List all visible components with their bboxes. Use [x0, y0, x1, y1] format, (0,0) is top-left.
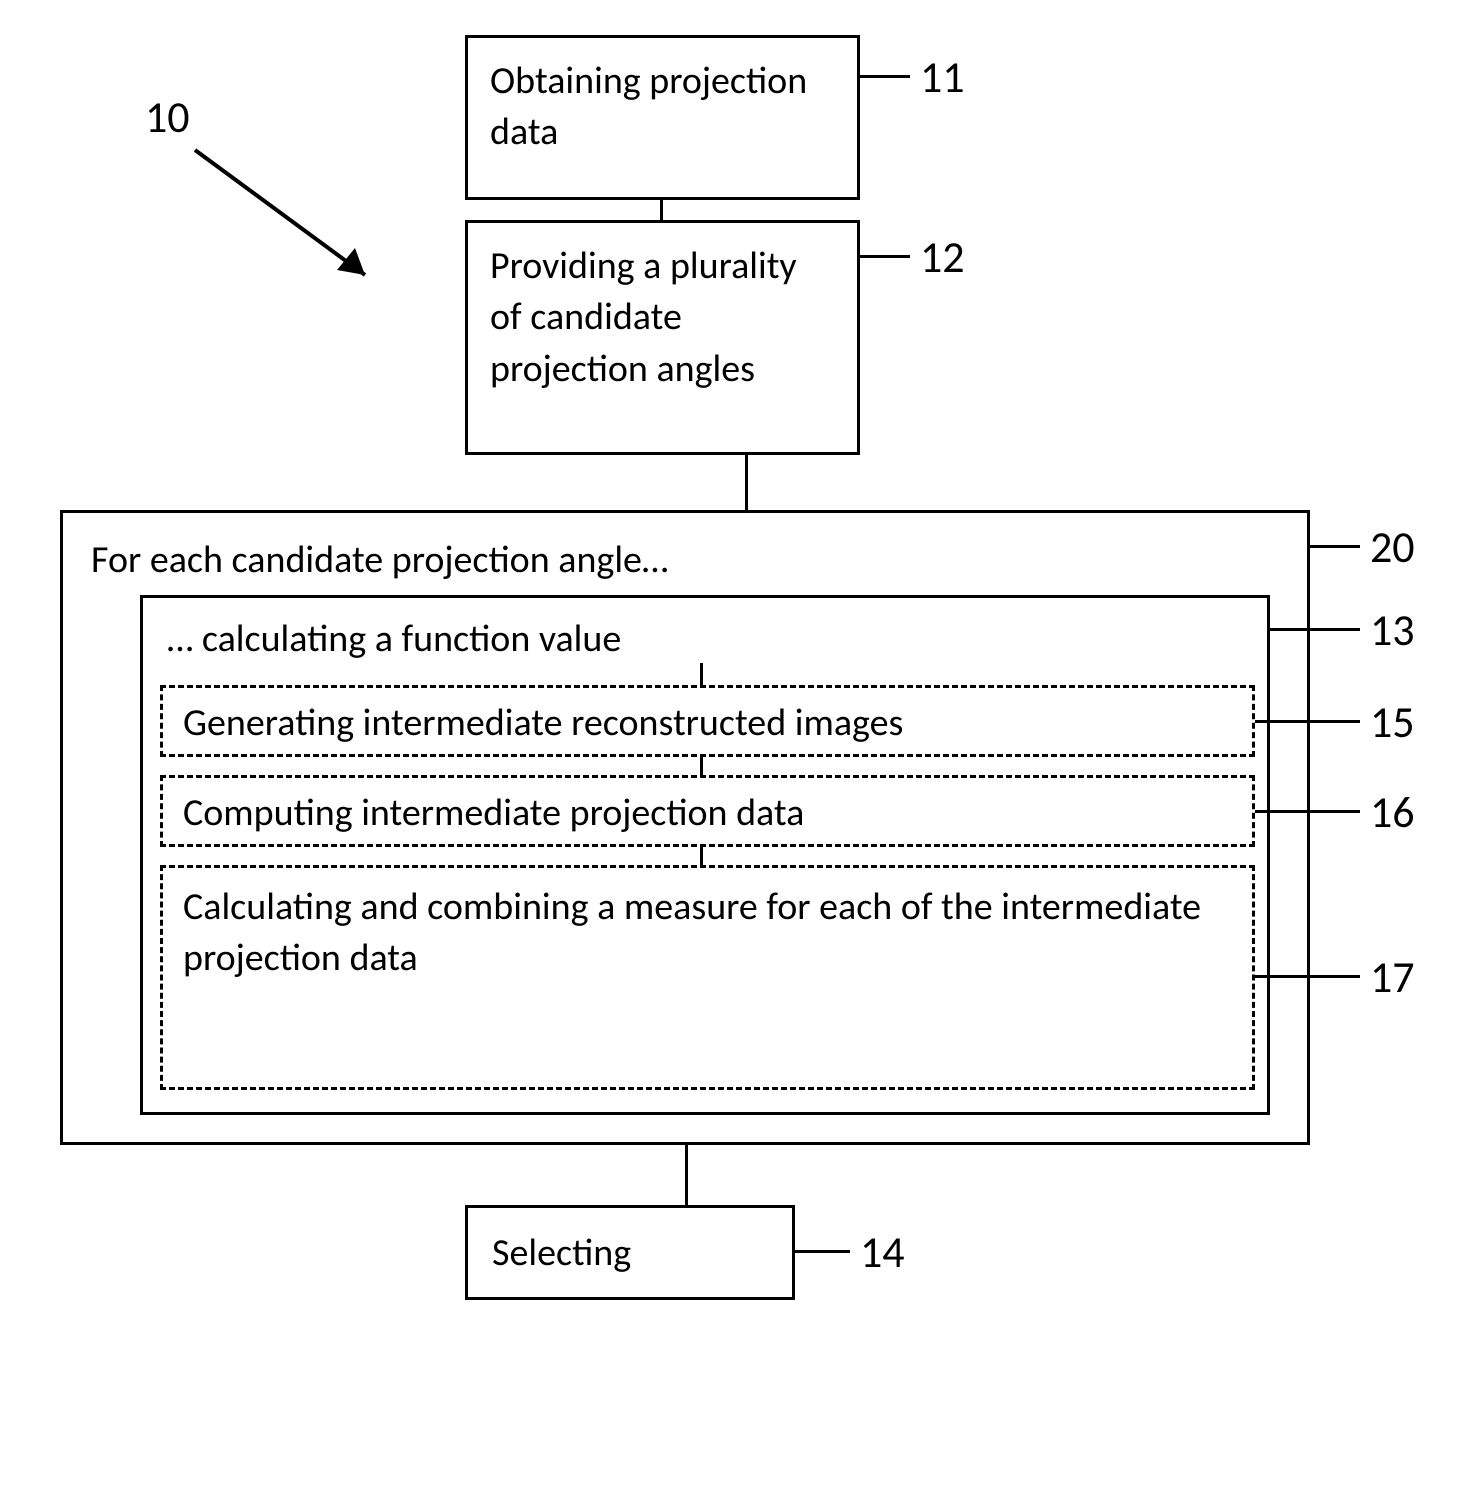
label-14: 14: [860, 1230, 905, 1274]
leader-11: [860, 75, 910, 78]
box-providing-candidate-angles: Providing a plurality of candidate proje…: [465, 220, 860, 455]
box-generating-intermediate-images: Generating intermediate reconstructed im…: [160, 685, 1255, 757]
leader-15: [1255, 720, 1360, 723]
connector-13-15: [700, 663, 703, 685]
label-16: 16: [1370, 790, 1415, 834]
box-obtaining-projection-data: Obtaining projection data: [465, 35, 860, 200]
leader-13: [1270, 628, 1360, 631]
label-15: 15: [1370, 700, 1415, 744]
connector-15-16: [700, 757, 703, 775]
leader-17: [1255, 975, 1360, 978]
arrow-10: [195, 150, 455, 350]
connector-11-12: [660, 200, 663, 220]
leader-16: [1255, 810, 1360, 813]
label-13: 13: [1370, 608, 1415, 652]
label-17: 17: [1370, 955, 1415, 999]
connector-20-14: [685, 1145, 688, 1205]
leader-20: [1310, 545, 1360, 548]
box-computing-intermediate-projection: Computing intermediate projection data: [160, 775, 1255, 847]
box-selecting: Selecting: [465, 1205, 795, 1300]
label-10: 10: [145, 95, 190, 139]
connector-16-17: [700, 847, 703, 865]
flowchart-canvas: 10 Obtaining projection data 11 Providin…: [0, 0, 1473, 1489]
label-20: 20: [1370, 525, 1415, 569]
label-12: 12: [920, 235, 965, 279]
box-calculating-combining-measure: Calculating and combining a measure for …: [160, 865, 1255, 1090]
label-11: 11: [920, 55, 965, 99]
connector-12-20: [745, 455, 748, 510]
leader-14: [795, 1250, 850, 1253]
leader-12: [860, 255, 910, 258]
